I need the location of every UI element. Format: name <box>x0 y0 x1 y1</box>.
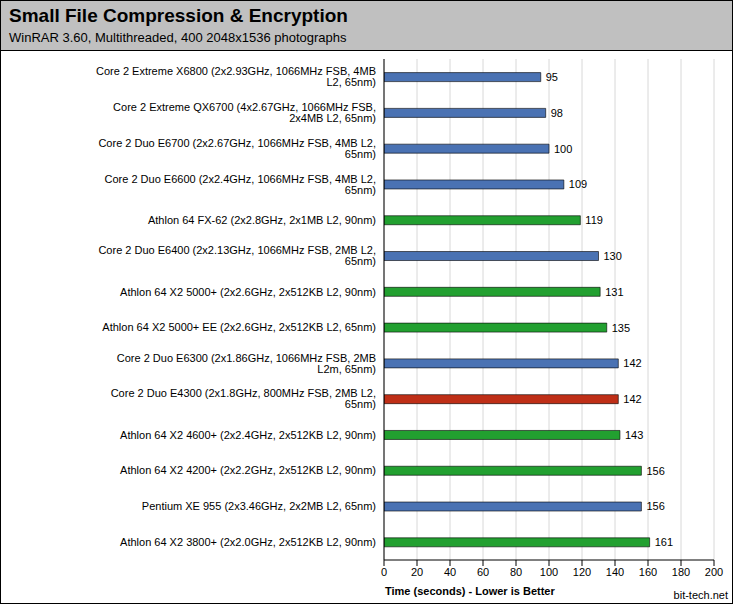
svg-text:100: 100 <box>540 566 558 578</box>
svg-text:156: 156 <box>646 500 664 512</box>
svg-text:Athlon 64 X2 4600+ (2x2.4GHz,: Athlon 64 X2 4600+ (2x2.4GHz, 2x512KB L2… <box>120 429 376 441</box>
svg-text:131: 131 <box>605 286 623 298</box>
svg-text:98: 98 <box>551 107 563 119</box>
svg-text:100: 100 <box>554 143 572 155</box>
svg-text:156: 156 <box>646 465 664 477</box>
html-text:WinRAR 3.60, Multithreaded, 40: WinRAR 3.60, Multithreaded, 400 2048x153… <box>9 30 347 45</box>
html-text:bit-tech.net: bit-tech.net <box>673 589 728 601</box>
svg-text:160: 160 <box>639 566 657 578</box>
svg-text:119: 119 <box>585 214 603 226</box>
html-text:Time (seconds) - Lower is Bett: Time (seconds) - Lower is Better <box>385 585 555 597</box>
svg-text:Core 2 Duo E4300 (2x1.8GHz, 80: Core 2 Duo E4300 (2x1.8GHz, 800MHz FSB, … <box>111 387 376 410</box>
svg-text:Core 2 Extreme QX6700 (4x2.67G: Core 2 Extreme QX6700 (4x2.67GHz, 1066MH… <box>113 101 376 124</box>
svg-text:80: 80 <box>510 566 522 578</box>
svg-text:Athlon 64 X2 3800+ (2x2.0GHz,: Athlon 64 X2 3800+ (2x2.0GHz, 2x512KB L2… <box>120 536 376 548</box>
svg-text:Core 2 Extreme X6800 (2x2.93GH: Core 2 Extreme X6800 (2x2.93GHz, 1066MHz… <box>96 65 376 88</box>
svg-text:60: 60 <box>477 566 489 578</box>
svg-text:140: 140 <box>606 566 624 578</box>
svg-text:Core 2 Duo E6300 (2x1.86GHz, 1: Core 2 Duo E6300 (2x1.86GHz, 1066MHz FSB… <box>117 352 376 375</box>
svg-text:Athlon 64 X2 5000+ EE (2x2.6GH: Athlon 64 X2 5000+ EE (2x2.6GHz, 2x512KB… <box>102 321 376 333</box>
svg-text:161: 161 <box>655 536 673 548</box>
svg-text:40: 40 <box>444 566 456 578</box>
svg-text:0: 0 <box>381 566 387 578</box>
svg-text:Pentium XE 955 (2x3.46GHz, 2x2: Pentium XE 955 (2x3.46GHz, 2x2MB L2, 65n… <box>142 500 376 512</box>
svg-text:143: 143 <box>625 429 643 441</box>
svg-text:20: 20 <box>411 566 423 578</box>
svg-text:135: 135 <box>612 322 630 334</box>
svg-text:142: 142 <box>623 393 641 405</box>
svg-text:Core 2 Duo E6400 (2x2.13GHz, 1: Core 2 Duo E6400 (2x2.13GHz, 1066MHz FSB… <box>98 244 376 267</box>
svg-text:200: 200 <box>705 566 723 578</box>
svg-text:Athlon 64 FX-62 (2x2.8GHz, 2x1: Athlon 64 FX-62 (2x2.8GHz, 2x1MB L2, 90n… <box>148 214 376 226</box>
svg-text:Athlon 64 X2 5000+ (2x2.6GHz,: Athlon 64 X2 5000+ (2x2.6GHz, 2x512KB L2… <box>120 286 376 298</box>
svg-text:180: 180 <box>672 566 690 578</box>
svg-text:120: 120 <box>573 566 591 578</box>
svg-text:109: 109 <box>569 178 587 190</box>
svg-text:142: 142 <box>623 357 641 369</box>
svg-text:Athlon 64 X2 4200+ (2x2.2GHz,: Athlon 64 X2 4200+ (2x2.2GHz, 2x512KB L2… <box>120 464 376 476</box>
svg-text:Core 2 Duo E6600 (2x2.4GHz, 10: Core 2 Duo E6600 (2x2.4GHz, 1066MHz FSB,… <box>105 173 376 196</box>
svg-text:Core 2 Duo E6700 (2x2.67GHz, 1: Core 2 Duo E6700 (2x2.67GHz, 1066MHz FSB… <box>98 137 376 160</box>
svg-text:95: 95 <box>546 71 558 83</box>
svg-text:130: 130 <box>604 250 622 262</box>
html-text:Small File Compression & Encry: Small File Compression & Encryption <box>9 5 348 26</box>
